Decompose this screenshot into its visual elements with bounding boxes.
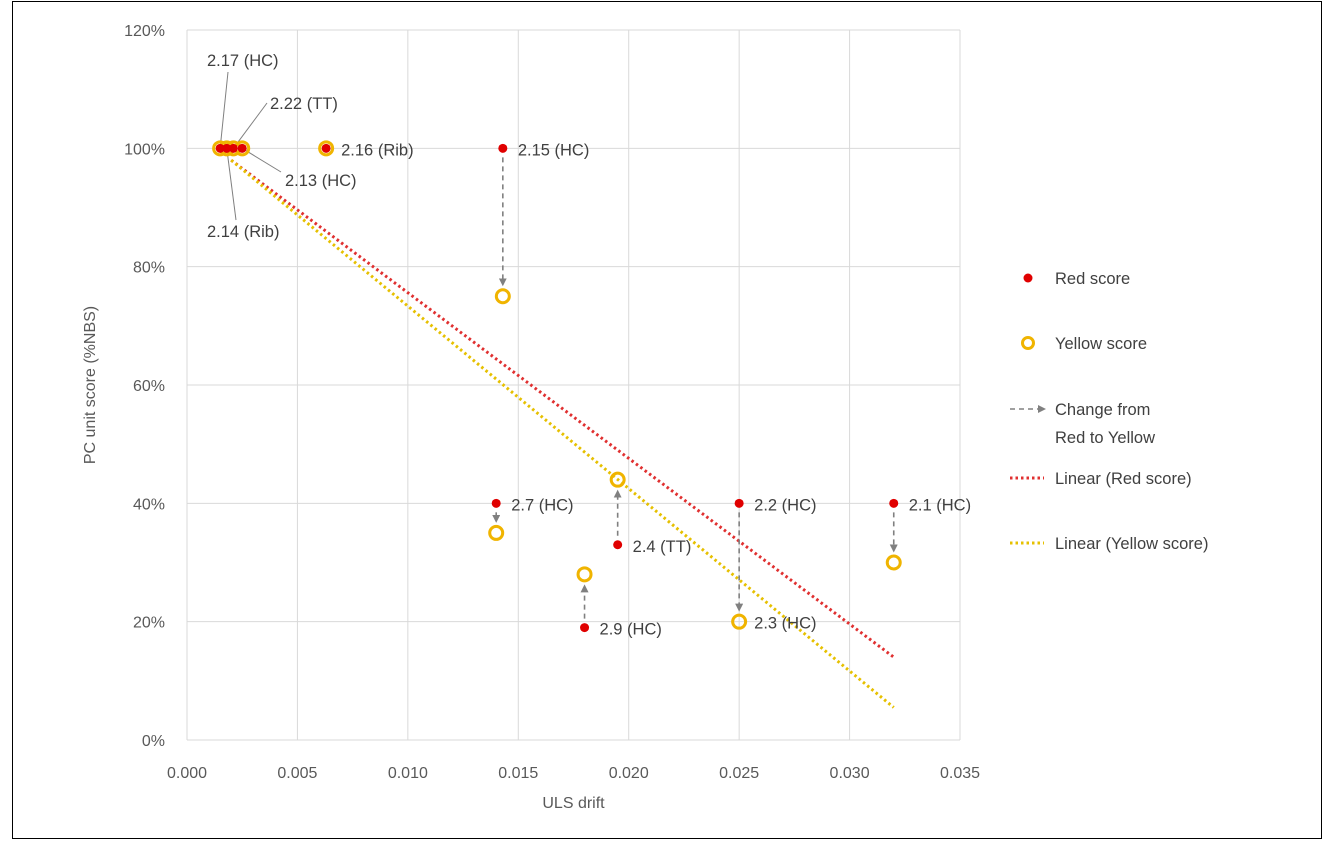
- legend: Red score Yellow score Change from Red to Y…: [1010, 270, 1208, 553]
- x-axis-title: ULS drift: [542, 795, 605, 812]
- red-score-point: [491, 498, 501, 508]
- y-tick-labels: 0% 20% 40% 60% 80% 100% 120%: [124, 23, 165, 750]
- point-label: 2.16 (Rib): [341, 141, 413, 159]
- change-arrows: [492, 157, 898, 619]
- y-tick-label: 0%: [142, 733, 165, 750]
- yellow-trendline: [230, 159, 895, 709]
- red-trendline: [230, 158, 895, 659]
- point-labels: 2.17 (HC) 2.22 (TT) 2.13 (HC) 2.14 (Rib) 2.1…: [207, 52, 971, 639]
- y-axis-title: PC unit score (%NBS): [82, 306, 99, 464]
- point-label: 2.13 (HC): [285, 172, 357, 190]
- red-score-point: [498, 143, 508, 153]
- legend-label: Red score: [1055, 270, 1130, 288]
- leader-line: [226, 148, 237, 221]
- legend-red-dot-icon: [1023, 273, 1033, 283]
- yellow-score-point: [731, 613, 748, 630]
- red-score-point: [734, 498, 744, 508]
- red-score-point: [580, 623, 590, 633]
- legend-yellow-circle-icon: [1021, 336, 1035, 350]
- point-label: 2.1 (HC): [909, 496, 971, 514]
- red-score-point: [613, 540, 623, 550]
- yellow-score-point: [576, 566, 593, 583]
- yellow-score-point: [488, 524, 505, 541]
- y-tick-label: 120%: [124, 23, 165, 40]
- yellow-score-point: [318, 140, 335, 157]
- y-tick-label: 100%: [124, 141, 165, 158]
- legend-item-yellow-dotted: Linear (Yellow score): [1010, 535, 1208, 553]
- red-score-point: [228, 143, 238, 153]
- y-tick-label: 60%: [133, 378, 165, 395]
- legend-label: Change from: [1055, 401, 1150, 419]
- point-label: 2.9 (HC): [600, 621, 662, 639]
- legend-label: Linear (Red score): [1055, 470, 1192, 488]
- x-tick-labels: 0.000 0.005 0.010 0.015 0.020 0.025 0.030 0.035: [167, 765, 980, 782]
- x-tick-label: 0.025: [719, 765, 759, 782]
- y-tick-label: 20%: [133, 615, 165, 632]
- point-label: 2.17 (HC): [207, 52, 279, 70]
- yellow-score-point: [885, 554, 902, 571]
- gridlines: [186, 29, 961, 741]
- point-label: 2.14 (Rib): [207, 223, 279, 241]
- point-label: 2.22 (TT): [270, 95, 338, 113]
- x-tick-label: 0.020: [609, 765, 649, 782]
- x-tick-label: 0.035: [940, 765, 980, 782]
- legend-label-line2: Red to Yellow: [1055, 429, 1155, 447]
- legend-label: Yellow score: [1055, 335, 1147, 353]
- x-tick-label: 0.010: [388, 765, 428, 782]
- yellow-score-point: [494, 288, 511, 305]
- point-label: 2.2 (HC): [754, 496, 816, 514]
- legend-label: Linear (Yellow score): [1055, 535, 1208, 553]
- legend-item-red-dot: Red score: [1023, 270, 1130, 288]
- leader-line: [232, 102, 268, 149]
- x-tick-label: 0.000: [167, 765, 207, 782]
- x-tick-label: 0.005: [277, 765, 317, 782]
- red-score-point: [889, 498, 899, 508]
- yellow-score-point: [609, 471, 626, 488]
- red-score-point: [215, 143, 225, 153]
- legend-item-arrow: Change from Red to Yellow: [1010, 401, 1155, 447]
- trendlines: [230, 158, 895, 709]
- y-tick-label: 40%: [133, 496, 165, 513]
- red-score-point: [237, 143, 247, 153]
- legend-item-red-dotted: Linear (Red score): [1010, 470, 1192, 488]
- x-tick-label: 0.030: [830, 765, 870, 782]
- y-tick-label: 80%: [133, 260, 165, 277]
- leader-line: [219, 71, 229, 149]
- x-tick-label: 0.015: [498, 765, 538, 782]
- red-score-point: [222, 143, 232, 153]
- point-label: 2.15 (HC): [518, 141, 590, 159]
- legend-item-yellow-circle: Yellow score: [1021, 335, 1147, 353]
- chart-frame: [12, 1, 1322, 839]
- point-label: 2.3 (HC): [754, 615, 816, 633]
- point-label: 2.4 (TT): [633, 538, 692, 556]
- point-label: 2.7 (HC): [511, 496, 573, 514]
- data-points: [212, 140, 902, 633]
- red-score-point: [321, 143, 331, 153]
